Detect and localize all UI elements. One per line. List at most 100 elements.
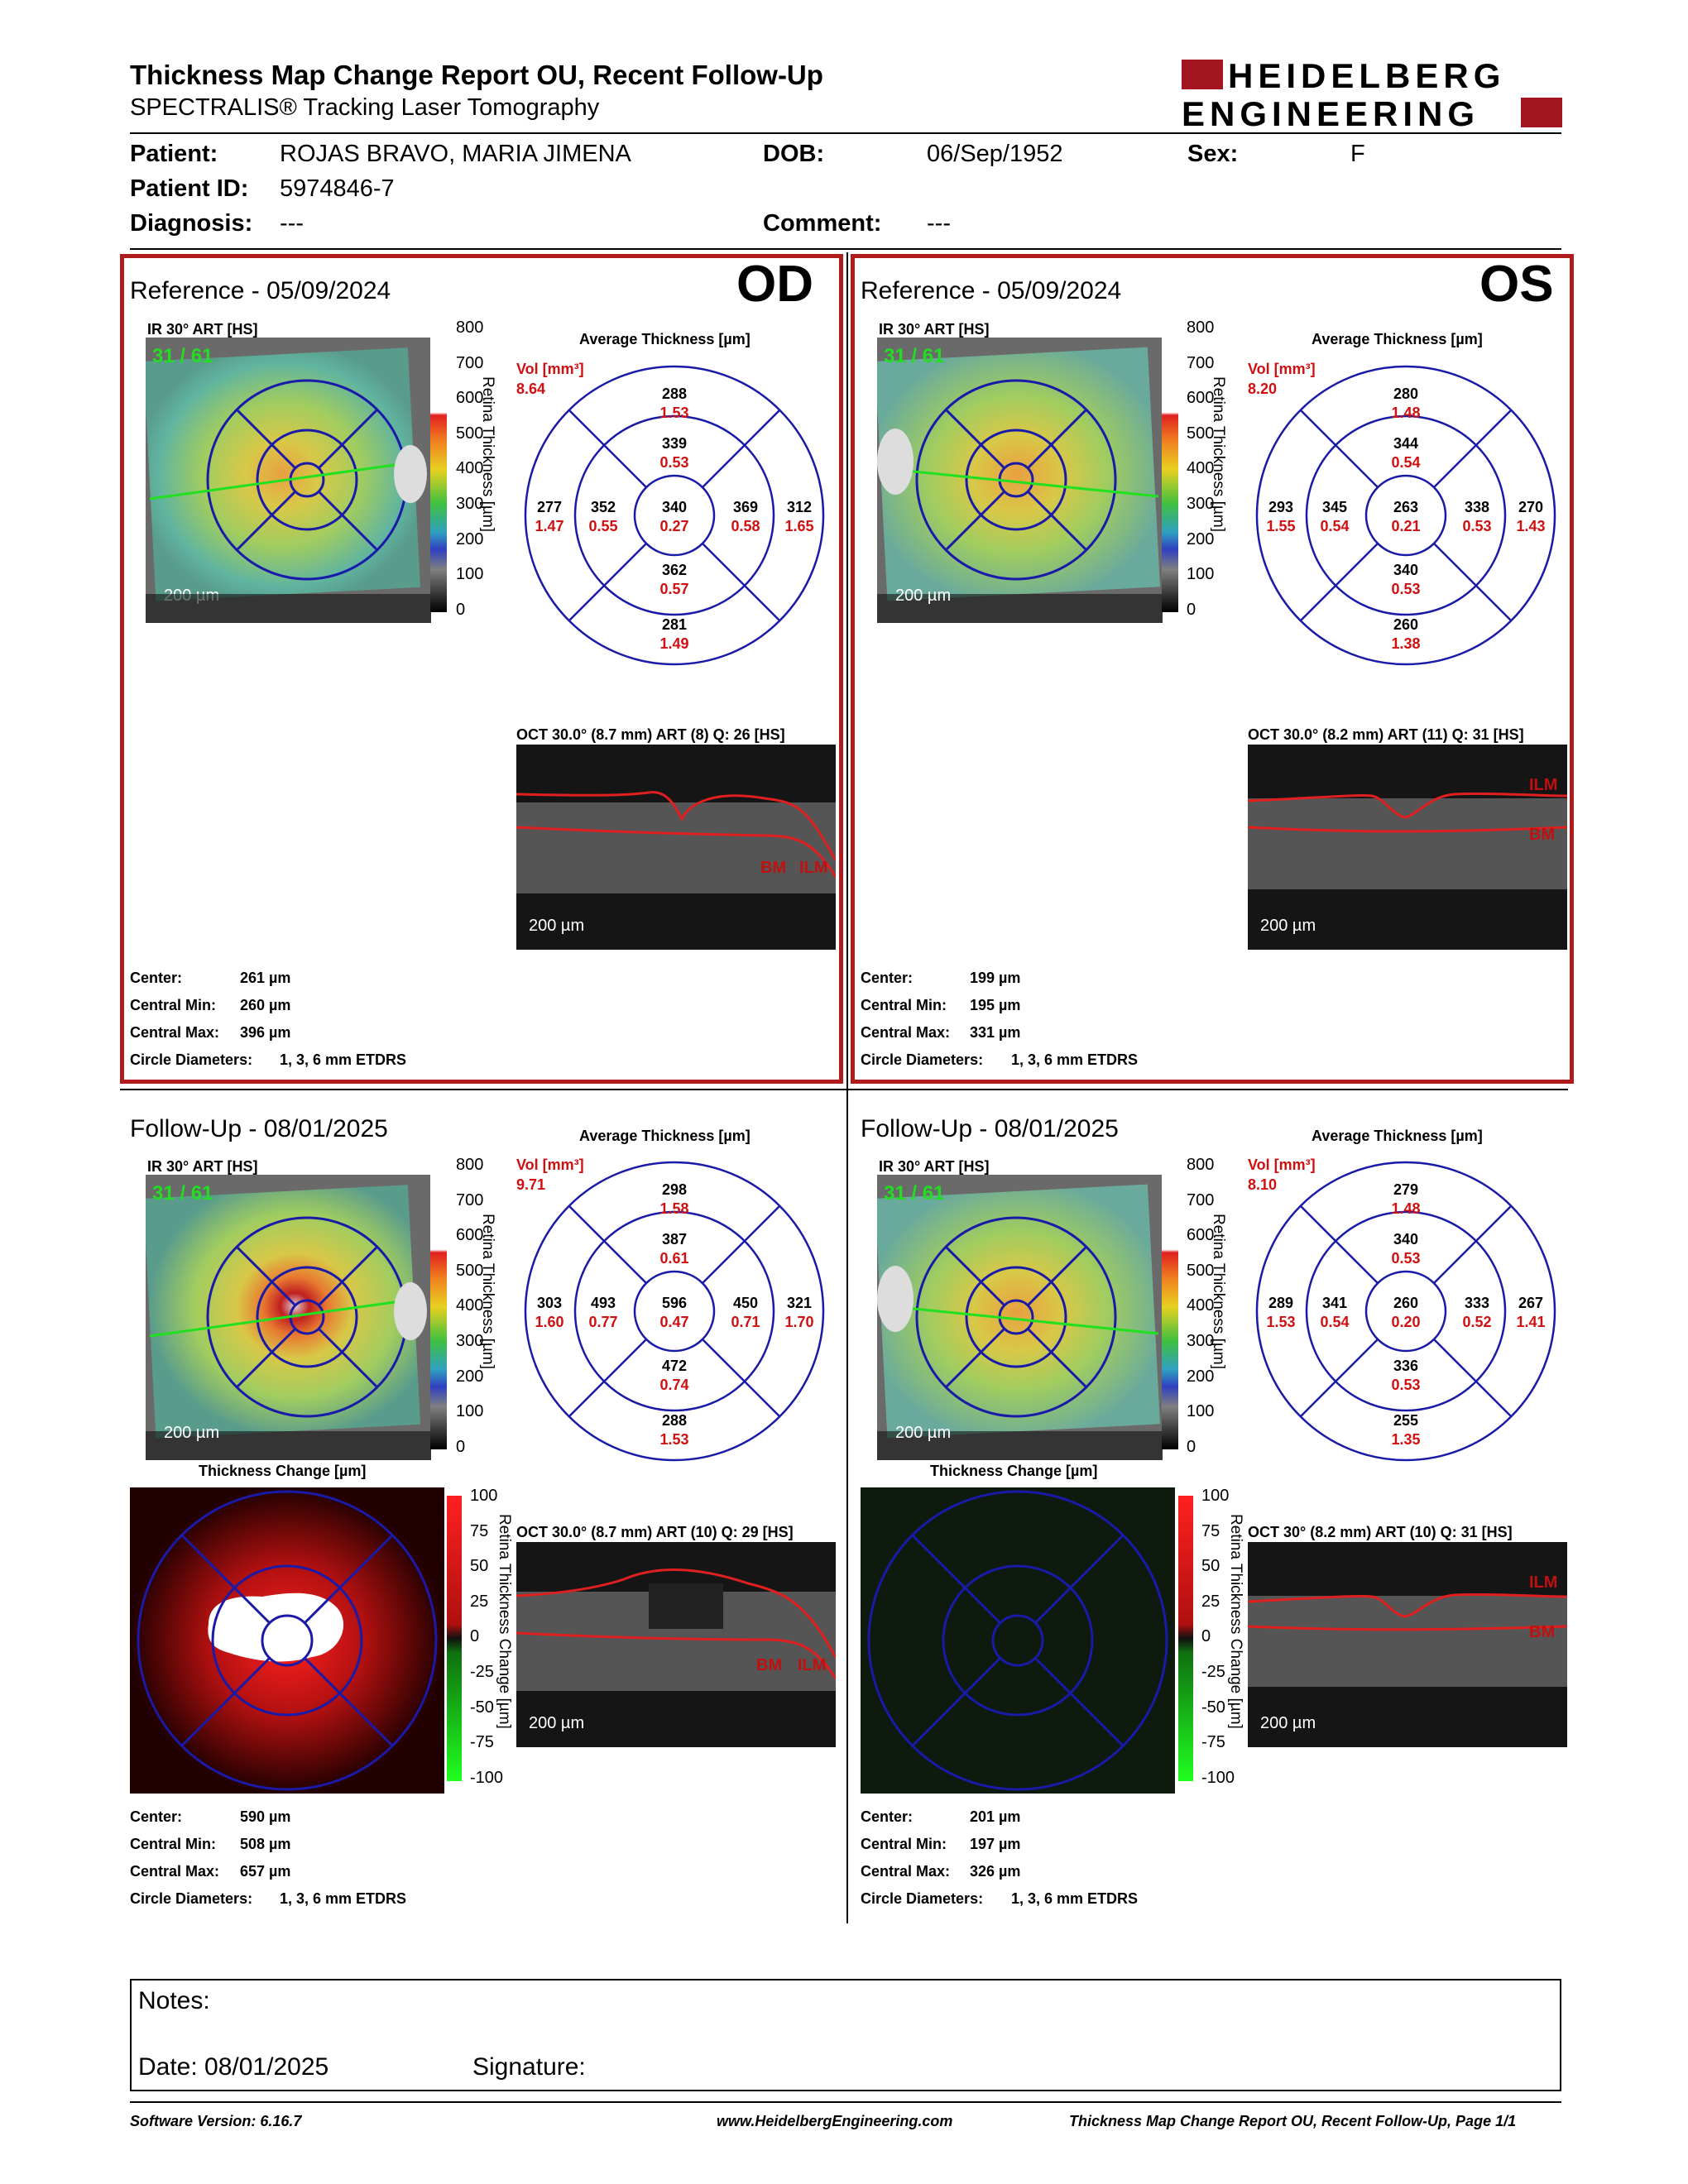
os-fu-nasal-inner-vol: 0.52	[1462, 1314, 1491, 1330]
od-fu-temp-outer-vol: 1.60	[535, 1314, 563, 1330]
od-fu-change-tick-label: 50	[470, 1557, 489, 1576]
od-fu-oct-scalebar: 200 µm	[529, 1714, 584, 1732]
header-rule	[130, 132, 1561, 134]
od-fu-bm: BM	[756, 1656, 782, 1674]
os-ref-frame-count: 31 / 61	[884, 345, 944, 367]
os-fu-change-tick-label: -50	[1201, 1698, 1225, 1717]
os-ref-tick-label: 100	[1187, 565, 1215, 584]
sex-value: F	[1350, 141, 1365, 167]
od-fu-change-colorbar	[447, 1496, 462, 1781]
os-fu-temp-outer: 289	[1268, 1295, 1293, 1311]
od-ref-tick-label: 300	[456, 495, 484, 513]
os-ref-temp-inner-vol: 0.54	[1320, 518, 1349, 534]
od-fu-nasal-outer: 321	[787, 1295, 812, 1311]
os-ref-nasal-outer-vol: 1.43	[1516, 518, 1545, 534]
os-fu-oct-scalebar: 200 µm	[1260, 1714, 1316, 1732]
diagnosis-label: Diagnosis:	[130, 210, 253, 237]
os-ref-tick-label: 0	[1187, 600, 1196, 619]
od-ref-tick-label: 100	[456, 565, 484, 584]
od-fu-center-vol: 0.47	[659, 1314, 688, 1330]
od-fu-sup-outer-vol: 1.58	[659, 1200, 688, 1217]
od-ref-inf-outer: 281	[662, 616, 687, 633]
od-ref-circ-value: 1, 3, 6 mm ETDRS	[280, 1051, 407, 1068]
od-fu-frame-count: 31 / 61	[152, 1182, 213, 1205]
info-rule	[130, 248, 1561, 250]
os-fu-sup-outer-vol: 1.48	[1391, 1200, 1420, 1217]
od-ref-tick-label: 800	[456, 318, 484, 337]
os-fu-circ-label: Circle Diameters:	[861, 1890, 984, 1907]
od-fu-circ-value: 1, 3, 6 mm ETDRS	[280, 1890, 407, 1907]
od-fu-oct-scan: BM ILM 200 µm	[516, 1542, 836, 1747]
page-info: Thickness Map Change Report OU, Recent F…	[1069, 2113, 1517, 2129]
od-eye-label: OD	[736, 256, 813, 313]
od-fu-inf-inner-vol: 0.74	[659, 1377, 688, 1393]
od-fu-sup-inner: 387	[662, 1231, 687, 1248]
od-fu-center: 596	[662, 1295, 687, 1311]
os-fu-oct-scan: ILM BM 200 µm	[1248, 1542, 1567, 1747]
os-ref-title: Reference - 05/09/2024	[861, 277, 1122, 304]
od-fu-inf-outer-vol: 1.53	[659, 1431, 688, 1448]
od-fu-avg-label: Average Thickness [µm]	[579, 1128, 750, 1144]
os-ref-nasal-inner: 338	[1465, 499, 1489, 515]
sex-label: Sex:	[1187, 141, 1239, 167]
os-fu-change-title: Thickness Change [µm]	[930, 1463, 1098, 1479]
patient-id-label: Patient ID:	[130, 175, 249, 202]
website-link[interactable]: www.HeidelbergEngineering.com	[717, 2113, 953, 2129]
os-ref-center-value: 199 µm	[970, 970, 1021, 986]
os-ref-sup-inner: 344	[1393, 435, 1418, 452]
logo-line1: HEIDELBERG	[1228, 56, 1505, 95]
os-fu-change-tick-label: -75	[1201, 1733, 1225, 1752]
os-fu-change-map	[861, 1487, 1175, 1794]
os-ref-cmax-value: 331 µm	[970, 1024, 1021, 1041]
od-ref-tick-label: 0	[456, 600, 466, 619]
os-ref-temp-outer-vol: 1.55	[1266, 518, 1295, 534]
os-fu-tick-label: 700	[1187, 1190, 1215, 1209]
os-fu-change-tick-label: 75	[1201, 1521, 1220, 1540]
os-fu-nasal-outer-vol: 1.41	[1516, 1314, 1545, 1330]
od-ref-inf-inner-vol: 0.57	[659, 581, 688, 597]
os-fu-oct-label: OCT 30° (8.2 mm) ART (10) Q: 31 [HS]	[1248, 1524, 1513, 1540]
os-ref-vol-value: 8.20	[1248, 381, 1278, 397]
dob-value: 06/Sep/1952	[927, 141, 1063, 167]
od-ref-tick-label: 200	[456, 529, 484, 548]
vertical-divider	[846, 252, 848, 1923]
notes-box[interactable]: Notes: Date: 08/01/2025 Signature:	[130, 1979, 1561, 2091]
od-fu-ir-label: IR 30° ART [HS]	[147, 1158, 258, 1175]
os-fu-ilm: ILM	[1529, 1573, 1557, 1592]
os-ref-cmin-label: Central Min:	[861, 997, 947, 1013]
os-fu-tick-label: 400	[1187, 1296, 1215, 1315]
od-fu-nasal-inner-vol: 0.71	[731, 1314, 760, 1330]
od-ref-vol-label: Vol [mm³]	[516, 361, 584, 377]
comment-label: Comment:	[763, 210, 882, 237]
os-ref-vol-label: Vol [mm³]	[1248, 361, 1316, 377]
od-ref-nasal-outer: 312	[787, 499, 812, 515]
os-ref-tick-label: 700	[1187, 353, 1215, 372]
os-ref-cmax-label: Central Max:	[861, 1024, 951, 1041]
od-fu-etdrs-grid: 298 1.58 387 0.61 303 1.60 493 0.77 596 …	[524, 1161, 825, 1462]
os-fu-inf-outer-vol: 1.35	[1391, 1431, 1420, 1448]
os-fu-sup-inner: 340	[1393, 1231, 1418, 1248]
software-version: Software Version: 6.16.7	[130, 2113, 302, 2129]
od-fu-sup-inner-vol: 0.61	[659, 1250, 688, 1267]
patient-id-value: 5974846-7	[280, 175, 395, 202]
od-ref-title: Reference - 05/09/2024	[130, 277, 391, 304]
patient-label: Patient:	[130, 141, 218, 167]
od-fu-title: Follow-Up - 08/01/2025	[130, 1115, 388, 1142]
os-ref-axis-title: Retina Thickness [µm]	[1210, 376, 1227, 532]
os-ref-sup-inner-vol: 0.54	[1391, 454, 1420, 471]
od-fu-change-axis-title: Retina Thickness Change [µm]	[496, 1514, 513, 1729]
od-fu-tick-label: 500	[456, 1261, 484, 1280]
os-ref-tick-label: 400	[1187, 459, 1215, 478]
os-fu-temp-inner: 341	[1322, 1295, 1347, 1311]
os-eye-label: OS	[1479, 256, 1554, 313]
os-fu-inf-inner-vol: 0.53	[1391, 1377, 1420, 1393]
os-fu-vol-label: Vol [mm³]	[1248, 1157, 1316, 1173]
od-fu-tick-label: 400	[456, 1296, 484, 1315]
od-fu-tick-label: 300	[456, 1332, 484, 1350]
os-fu-tick-label: 600	[1187, 1226, 1215, 1245]
od-fu-change-tick-label: 75	[470, 1521, 489, 1540]
os-ref-ilm: ILM	[1529, 776, 1557, 794]
os-fu-avg-label: Average Thickness [µm]	[1312, 1128, 1483, 1144]
os-ref-cmin-value: 195 µm	[970, 997, 1021, 1013]
od-fu-center-label: Center:	[130, 1808, 183, 1825]
